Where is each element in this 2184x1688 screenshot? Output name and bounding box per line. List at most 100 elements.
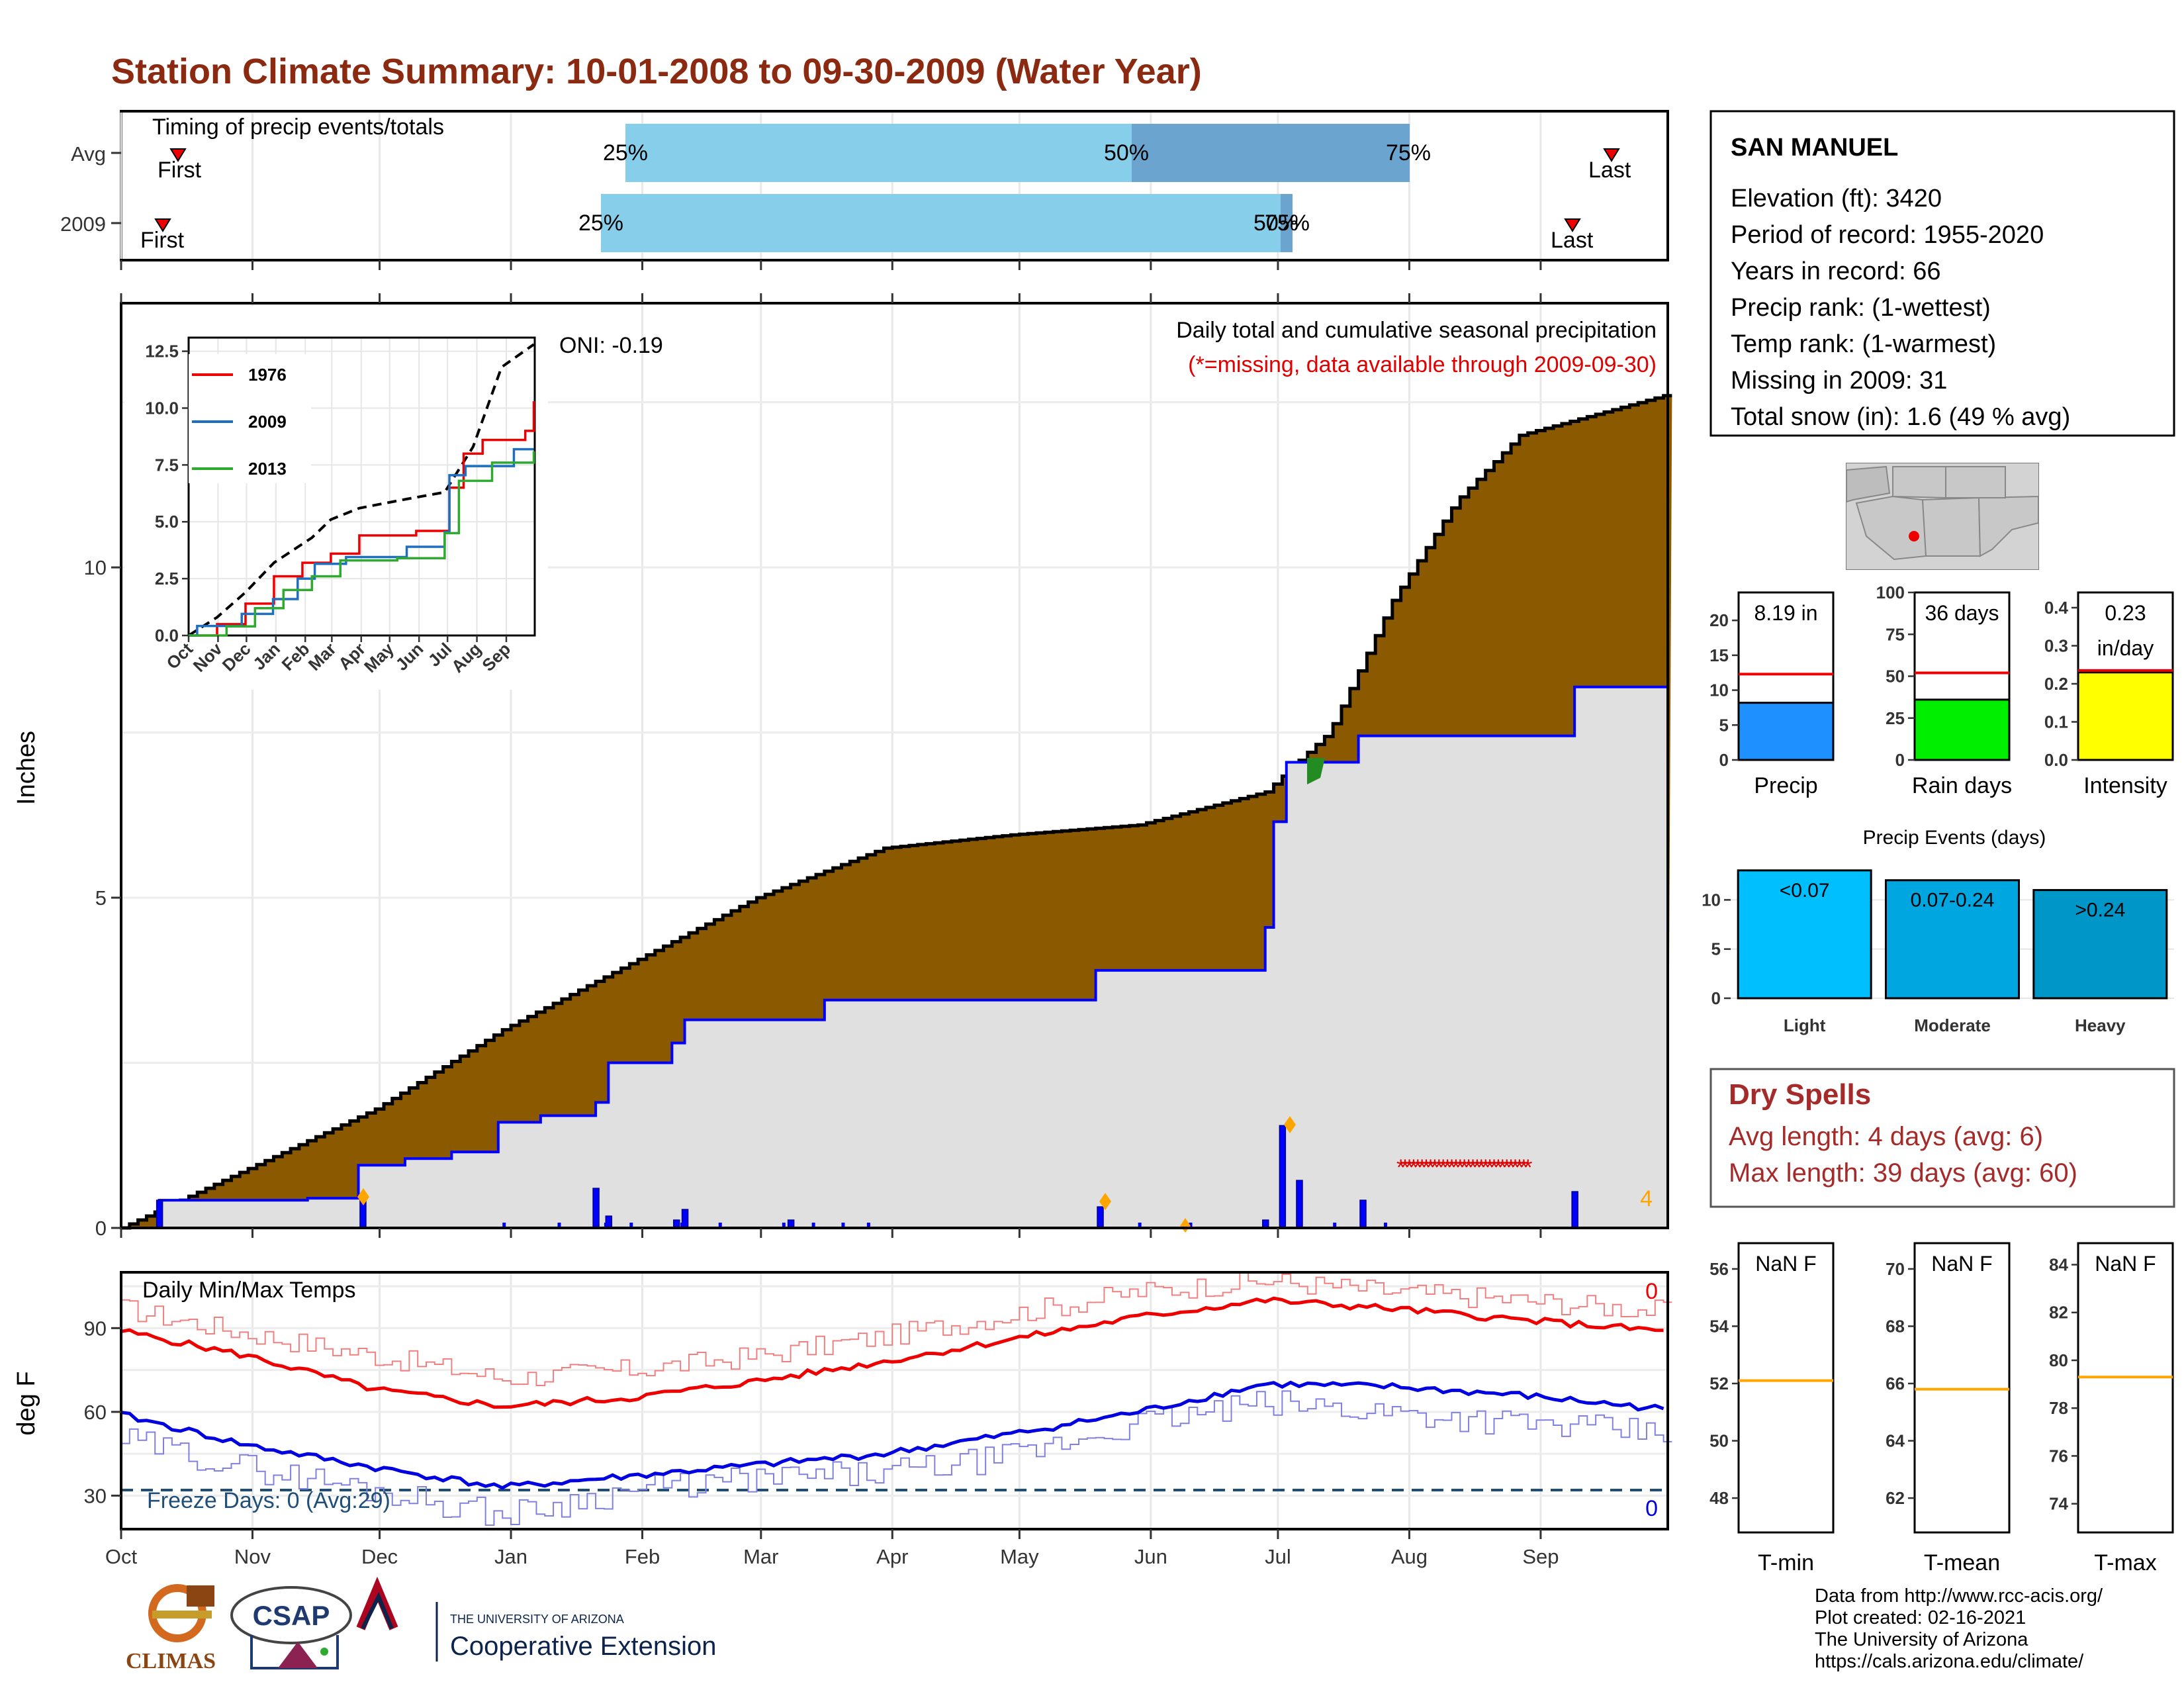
daily-precip-bar — [1571, 1191, 1578, 1229]
gauge-tick: 100 — [1876, 583, 1905, 602]
timing-p50-label: 50% — [1253, 211, 1298, 236]
svg-text:THE UNIVERSITY OF ARIZONA: THE UNIVERSITY OF ARIZONA — [450, 1613, 624, 1626]
events-title: Precip Events (days) — [1863, 827, 2046, 849]
precip-y-label: Inches — [13, 731, 40, 805]
gauge-tick: 50 — [1886, 667, 1905, 686]
timing-panel: Timing of precip events/totals Avg 2009 … — [60, 110, 1669, 270]
temperature-gauges: 48 50 52 54 56 NaN F T-min 62 64 66 68 70 NaN F T-mea… — [1709, 1242, 2174, 1575]
timing-p25-label: 25% — [603, 140, 648, 165]
events-y-tick: 0 — [1711, 988, 1721, 1008]
missing-data-mark: * — [1422, 1155, 1430, 1180]
first-marker-icon — [154, 218, 171, 232]
month-tick: Sep — [1522, 1545, 1559, 1568]
gauge-bar — [1737, 702, 1835, 761]
inset-y-tick: 7.5 — [155, 455, 179, 475]
summary-gauges: 0 5 10 15 20 8.19 in Precip 0 25 50 75 100 36 days Ra… — [1709, 583, 2174, 798]
timing-panel-title: Timing of precip events/totals — [152, 115, 444, 140]
station-detail-line: Period of record: 1955-2020 — [1731, 221, 2044, 249]
timing-row-label: Avg — [71, 142, 106, 165]
dry-spells-avg: Avg length: 4 days (avg: 6) — [1729, 1122, 2043, 1151]
event-diamond-icon — [357, 1188, 369, 1205]
daily-precip-bar — [841, 1223, 845, 1228]
temp-gauge-tick: 52 — [1709, 1374, 1729, 1393]
station-name: SAN MANUEL — [1731, 134, 1898, 162]
gauge-label: Precip — [1754, 773, 1817, 798]
daily-precip-bar — [629, 1223, 633, 1228]
daily-precip-bar — [1279, 1125, 1287, 1229]
month-tick: Jan — [494, 1545, 527, 1568]
timing-p50-label: 50% — [1104, 140, 1149, 165]
temp-y-label: deg F — [13, 1371, 40, 1435]
missing-data-mark: * — [1396, 1155, 1405, 1180]
inset-legend-entry: 2009 — [248, 412, 287, 432]
daily-precip-bar — [1333, 1223, 1337, 1228]
corner-count: 4 — [1640, 1186, 1653, 1211]
missing-data-mark: * — [1511, 1155, 1520, 1180]
temp-gauge-tick: 82 — [2049, 1303, 2068, 1323]
gauge-value: 0.23 — [2105, 601, 2146, 625]
missing-data-mark: * — [1405, 1155, 1414, 1180]
temp-gauge-tick: 56 — [1709, 1259, 1729, 1279]
missing-data-mark: * — [1490, 1155, 1498, 1180]
month-tick: Mar — [743, 1545, 778, 1568]
missing-data-mark: * — [1414, 1155, 1422, 1180]
temp-gauge-tick: 54 — [1709, 1316, 1729, 1336]
event-diamond-icon — [1284, 1116, 1296, 1133]
temp-axes: 30 60 90 Oct Nov Dec Jan Feb Mar Apr May Jun Jul Aug S… — [84, 1317, 1559, 1568]
missing-data-marks: ******************************* — [1396, 1155, 1532, 1180]
month-tick: Oct — [105, 1545, 138, 1568]
first-marker-icon — [169, 148, 187, 162]
inset-average-line — [187, 343, 535, 637]
svg-text:CSAP: CSAP — [253, 1600, 330, 1631]
station-detail-line: Temp rank: (1-warmest) — [1731, 330, 1996, 358]
temp-gauge-tick: 70 — [1886, 1259, 1905, 1279]
temp-gauge-tick: 48 — [1709, 1488, 1729, 1508]
temp-gauge-t-max: 74 76 78 80 82 84 NaN F T-max — [2049, 1242, 2174, 1575]
inset-y-tick: 12.5 — [145, 342, 179, 361]
missing-data-mark: * — [1464, 1155, 1473, 1180]
inset-y-tick: 10.0 — [145, 398, 179, 418]
dry-spells-max: Max length: 39 days (avg: 60) — [1729, 1158, 2077, 1188]
gauge-label: Rain days — [1912, 773, 2012, 798]
gauge-tick: 25 — [1886, 708, 1905, 728]
missing-data-mark: * — [1515, 1155, 1524, 1180]
missing-data-mark: * — [1524, 1155, 1532, 1180]
missing-data-mark: * — [1498, 1155, 1507, 1180]
temp-gauge-label: T-max — [2094, 1550, 2156, 1575]
timing-2009-bar-25-50 — [601, 194, 1281, 252]
page-title: Station Climate Summary: 10-01-2008 to 0… — [111, 52, 1202, 91]
timing-p75-label: 75% — [1265, 211, 1310, 236]
missing-data-mark: * — [1520, 1155, 1528, 1180]
missing-data-mark: * — [1456, 1155, 1465, 1180]
temp-gauge-tick: 64 — [1886, 1431, 1905, 1451]
top-count: 0 — [1645, 1279, 1658, 1304]
temp-gauge-tick: 84 — [2049, 1255, 2068, 1275]
timing-first-label: First — [158, 158, 202, 183]
month-tick: Apr — [876, 1545, 908, 1568]
missing-data-mark: * — [1426, 1155, 1435, 1180]
station-detail-line: Years in record: 66 — [1731, 258, 1941, 285]
timing-p75-label: 75% — [1386, 140, 1431, 165]
climas-logo: CLIMAS — [126, 1584, 216, 1673]
timing-avg-bar-25-50 — [625, 124, 1132, 182]
credit-line: Plot created: 02-16-2021 — [1815, 1607, 2026, 1628]
svg-text:CLIMAS: CLIMAS — [126, 1649, 216, 1673]
gauge-tick: 20 — [1709, 610, 1729, 630]
gauge-label: Intensity — [2083, 773, 2167, 798]
precip-y-tick: 5 — [95, 886, 107, 910]
credits: Data from http://www.rcc-acis.org/Plot c… — [1815, 1585, 2103, 1672]
temp-gauge-tick: 66 — [1886, 1374, 1905, 1393]
gauge-tick: 5 — [1719, 715, 1729, 735]
inset-y-tick: 2.5 — [155, 569, 179, 588]
daily-precip-bar — [557, 1223, 561, 1228]
gauge-tick: 75 — [1886, 624, 1905, 644]
gauge-intensity: 0.0 0.1 0.2 0.3 0.4 0.23 in/day Intensity — [2044, 591, 2174, 798]
missing-data-mark: * — [1451, 1155, 1460, 1180]
temp-gauge-label: T-mean — [1924, 1550, 2000, 1575]
month-tick: Dec — [361, 1545, 398, 1568]
gauge-tick: 0.2 — [2044, 674, 2068, 694]
gauge-tick: 0.1 — [2044, 712, 2068, 732]
missing-data-mark: * — [1418, 1155, 1426, 1180]
observed-max-temp-line — [121, 1271, 1672, 1386]
inset-legend-entry: 1976 — [248, 365, 287, 385]
